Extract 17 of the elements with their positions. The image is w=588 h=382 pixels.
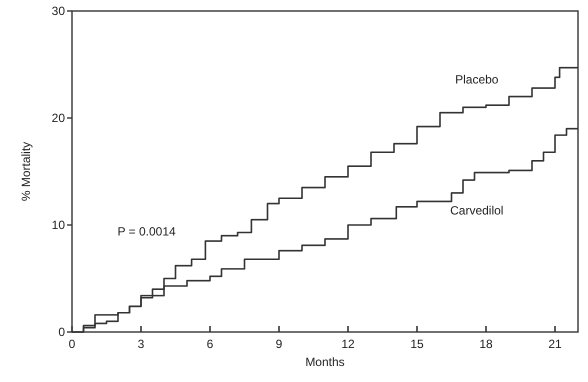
y-tick-label: 0 xyxy=(58,325,66,340)
y-tick-label: 30 xyxy=(52,4,66,18)
y-tick-label: 20 xyxy=(52,111,66,126)
annotation: P = 0.0014 xyxy=(118,224,176,239)
x-tick-label: 6 xyxy=(206,337,214,351)
series-label: Carvedilol xyxy=(450,204,504,218)
x-axis-title: Months xyxy=(305,355,345,369)
x-tick-label: 18 xyxy=(479,337,493,351)
x-tick-label: 21 xyxy=(548,337,562,351)
x-tick-label: 15 xyxy=(410,337,424,351)
x-tick-label: 0 xyxy=(68,337,76,351)
y-tick-label: 10 xyxy=(52,218,66,232)
x-tick-label: 3 xyxy=(138,337,145,351)
y-axis-title: % Mortality xyxy=(19,142,33,202)
series-label: Placebo xyxy=(455,72,499,86)
x-tick-label: 9 xyxy=(276,337,283,351)
x-tick-label: 12 xyxy=(341,337,355,351)
